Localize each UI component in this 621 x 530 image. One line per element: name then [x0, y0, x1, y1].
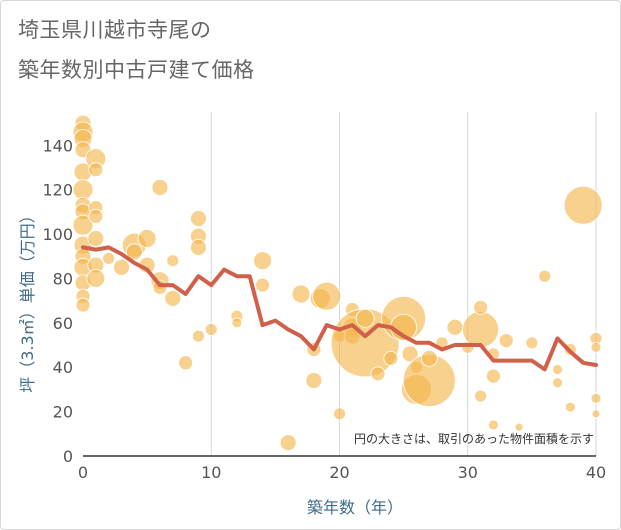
y-tick-label: 40 — [53, 358, 73, 377]
data-bubble — [498, 333, 514, 348]
data-bubble — [525, 336, 539, 350]
y-tick-label: 20 — [53, 403, 73, 422]
data-bubble — [563, 185, 603, 225]
x-tick-label: 30 — [458, 463, 478, 482]
data-bubble — [204, 323, 218, 336]
x-tick-label: 10 — [201, 463, 221, 482]
y-tick-label: 0 — [63, 447, 73, 466]
grid-lines — [210, 112, 597, 456]
data-bubble — [370, 366, 386, 382]
data-bubble — [487, 419, 499, 431]
data-bubble — [190, 210, 207, 227]
x-tick-label: 20 — [329, 463, 349, 482]
chart-title-line1: 埼玉県川越市寺尾の — [18, 18, 212, 42]
data-bubble — [164, 290, 182, 307]
x-axis-title: 築年数（年） — [307, 498, 403, 517]
data-bubble — [151, 179, 169, 196]
data-bubble — [473, 299, 488, 315]
data-bubble — [591, 409, 601, 419]
data-bubble — [125, 243, 143, 261]
data-bubble — [590, 341, 602, 353]
bubbles — [72, 114, 603, 452]
data-bubble — [253, 251, 272, 271]
data-bubble — [538, 269, 552, 283]
y-axis-title: 坪（3.3㎡）単価（万円） — [18, 207, 37, 392]
data-bubble — [86, 269, 106, 288]
y-tick-label: 100 — [42, 225, 73, 244]
data-bubble — [383, 350, 399, 366]
data-bubble — [87, 230, 105, 247]
data-bubble — [446, 318, 464, 336]
data-bubble — [178, 355, 194, 371]
data-bubble — [474, 389, 487, 403]
data-bubble — [564, 401, 576, 413]
y-tick-label: 60 — [53, 314, 73, 333]
data-bubble — [190, 238, 207, 256]
data-bubble — [291, 284, 311, 304]
x-tick-label: 0 — [78, 463, 88, 482]
chart-title-line2: 築年数別中古戸建て価格 — [18, 58, 255, 82]
y-tick-label: 80 — [53, 269, 73, 288]
x-tick-label: 40 — [586, 463, 606, 482]
data-bubble — [192, 329, 205, 343]
data-bubble — [552, 377, 563, 389]
data-bubble — [552, 364, 563, 375]
y-tick-label: 140 — [42, 136, 73, 155]
average-price-line — [81, 245, 598, 372]
data-bubble — [88, 162, 104, 178]
data-bubble — [137, 229, 157, 248]
data-bubble — [72, 214, 94, 236]
axes: 0 10 20 30 40 0 20 40 60 80 100 120 140 — [42, 136, 606, 482]
data-bubble — [420, 349, 438, 367]
data-bubble — [312, 281, 342, 311]
data-bubble — [514, 422, 524, 432]
data-bubble — [166, 254, 180, 268]
data-bubble — [231, 317, 243, 329]
data-bubble — [88, 208, 104, 224]
data-bubble — [72, 179, 94, 201]
data-bubble — [113, 258, 130, 276]
data-bubble — [75, 297, 91, 313]
data-bubble — [333, 407, 346, 421]
data-bubble — [462, 311, 499, 348]
bubble-size-note: 円の大きさは、取引のあった物件面積を示す — [354, 431, 594, 446]
data-bubble — [102, 252, 116, 265]
data-bubble — [279, 434, 297, 452]
data-bubble — [401, 345, 419, 363]
data-bubble — [590, 392, 602, 404]
y-tick-label: 120 — [42, 181, 73, 200]
trend-line-layer — [81, 245, 598, 372]
data-bubble — [305, 372, 323, 389]
data-bubble — [485, 368, 501, 384]
data-bubble — [255, 277, 270, 293]
data-bubble — [355, 308, 375, 328]
